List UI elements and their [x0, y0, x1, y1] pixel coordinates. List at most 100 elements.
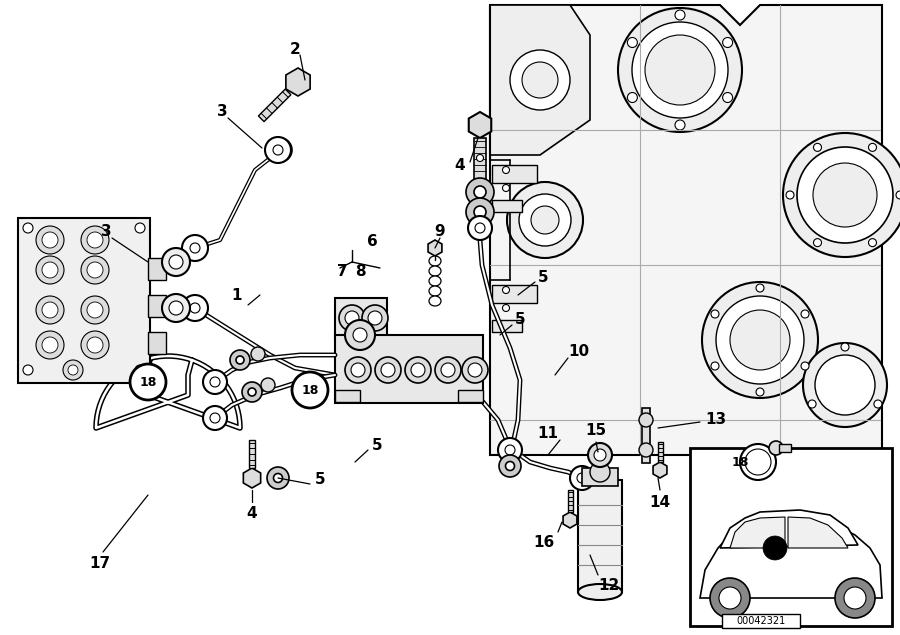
Circle shape	[590, 462, 610, 482]
Bar	[492, 200, 522, 212]
Polygon shape	[563, 512, 577, 528]
Bar	[690, 448, 892, 626]
Bar	[335, 390, 360, 402]
Circle shape	[514, 14, 546, 46]
Circle shape	[710, 578, 750, 618]
Bar	[335, 335, 483, 403]
Circle shape	[474, 206, 486, 218]
Circle shape	[896, 191, 900, 199]
Text: 13: 13	[705, 413, 726, 427]
Circle shape	[87, 262, 103, 278]
Bar	[779, 444, 791, 452]
Text: 16: 16	[534, 535, 555, 550]
Circle shape	[210, 377, 220, 387]
Polygon shape	[568, 490, 572, 512]
Circle shape	[251, 347, 265, 361]
Bar	[148, 295, 166, 317]
Circle shape	[236, 356, 244, 364]
Circle shape	[345, 357, 371, 383]
Circle shape	[618, 8, 742, 132]
Circle shape	[267, 467, 289, 489]
Text: 5: 5	[515, 312, 526, 328]
Circle shape	[531, 206, 559, 234]
Circle shape	[814, 239, 822, 246]
Circle shape	[645, 35, 715, 105]
Text: 3: 3	[101, 225, 112, 239]
Bar	[582, 468, 618, 486]
Circle shape	[36, 331, 64, 359]
Bar	[458, 390, 483, 402]
Circle shape	[169, 255, 183, 269]
Circle shape	[632, 22, 728, 118]
Circle shape	[87, 302, 103, 318]
Circle shape	[740, 444, 776, 480]
Circle shape	[466, 198, 494, 226]
Text: 4: 4	[454, 157, 465, 173]
Circle shape	[435, 357, 461, 383]
Circle shape	[268, 138, 292, 162]
Circle shape	[844, 587, 866, 609]
Circle shape	[519, 194, 571, 246]
Circle shape	[274, 474, 283, 483]
Circle shape	[675, 10, 685, 20]
Circle shape	[42, 232, 58, 248]
Circle shape	[627, 37, 637, 48]
Polygon shape	[730, 517, 785, 548]
Circle shape	[868, 144, 877, 151]
Text: 5: 5	[315, 472, 326, 488]
Circle shape	[36, 296, 64, 324]
Circle shape	[265, 137, 291, 163]
Circle shape	[723, 37, 733, 48]
Circle shape	[505, 445, 515, 455]
Bar	[492, 165, 537, 183]
Text: 6: 6	[366, 234, 377, 250]
Text: 00042321: 00042321	[736, 616, 786, 626]
Circle shape	[815, 355, 875, 415]
Circle shape	[345, 320, 375, 350]
Circle shape	[381, 363, 395, 377]
Polygon shape	[258, 89, 291, 121]
Ellipse shape	[429, 266, 441, 276]
Circle shape	[339, 305, 365, 331]
Circle shape	[81, 226, 109, 254]
Polygon shape	[700, 518, 882, 598]
Circle shape	[261, 378, 275, 392]
Circle shape	[292, 372, 328, 408]
Text: 5: 5	[372, 439, 382, 453]
Polygon shape	[658, 442, 662, 462]
Circle shape	[68, 365, 78, 375]
Text: 15: 15	[585, 423, 607, 438]
Circle shape	[345, 311, 359, 325]
Circle shape	[756, 284, 764, 292]
Circle shape	[507, 182, 583, 258]
Circle shape	[375, 357, 401, 383]
Circle shape	[36, 226, 64, 254]
Text: 4: 4	[247, 506, 257, 521]
Circle shape	[63, 360, 83, 380]
Circle shape	[874, 400, 882, 408]
Polygon shape	[469, 112, 491, 138]
Circle shape	[23, 223, 33, 233]
Bar	[578, 480, 622, 592]
Circle shape	[594, 449, 606, 461]
Circle shape	[36, 256, 64, 284]
Circle shape	[182, 235, 208, 261]
Circle shape	[466, 178, 494, 206]
Text: 9: 9	[435, 225, 446, 239]
Circle shape	[230, 350, 250, 370]
Circle shape	[745, 449, 771, 475]
Circle shape	[441, 363, 455, 377]
Circle shape	[719, 587, 741, 609]
Polygon shape	[653, 462, 667, 478]
Circle shape	[42, 337, 58, 353]
Circle shape	[572, 42, 588, 58]
Circle shape	[169, 301, 183, 315]
Text: 18: 18	[302, 384, 319, 396]
Polygon shape	[720, 510, 858, 548]
Circle shape	[190, 303, 200, 313]
Text: 12: 12	[598, 578, 619, 593]
Circle shape	[135, 365, 145, 375]
Circle shape	[502, 305, 509, 312]
Polygon shape	[286, 68, 310, 96]
Circle shape	[505, 5, 555, 55]
